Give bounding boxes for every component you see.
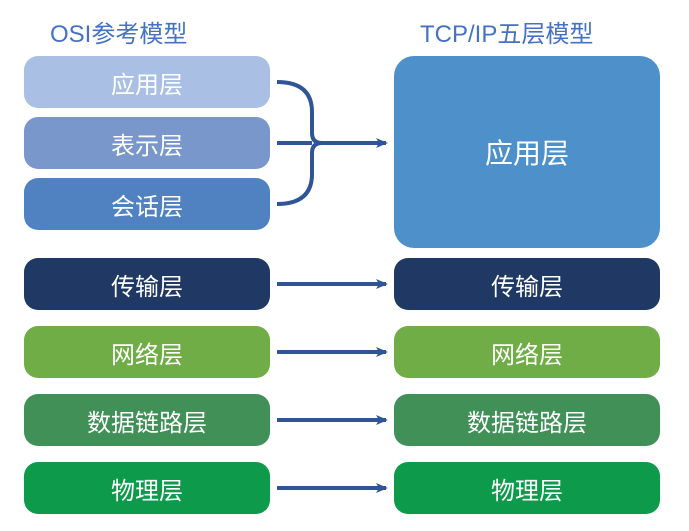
osi-title: OSI参考模型 bbox=[50, 14, 187, 49]
tcpip-layer-datalink: 数据链路层 bbox=[394, 394, 660, 446]
osi-layer-application: 应用层 bbox=[24, 56, 270, 108]
tcpip-layer-transport: 传输层 bbox=[394, 258, 660, 310]
osi-layer-presentation: 表示层 bbox=[24, 117, 270, 169]
tcpip-layer-physical: 物理层 bbox=[394, 462, 660, 514]
tcpip-layer-network: 网络层 bbox=[394, 326, 660, 378]
osi-layer-datalink: 数据链路层 bbox=[24, 394, 270, 446]
tcpip-title: TCP/IP五层模型 bbox=[420, 14, 593, 49]
tcpip-layer-application: 应用层 bbox=[394, 56, 660, 248]
osi-layer-physical: 物理层 bbox=[24, 462, 270, 514]
osi-layer-transport: 传输层 bbox=[24, 258, 270, 310]
osi-layer-session: 会话层 bbox=[24, 178, 270, 230]
osi-layer-network: 网络层 bbox=[24, 326, 270, 378]
